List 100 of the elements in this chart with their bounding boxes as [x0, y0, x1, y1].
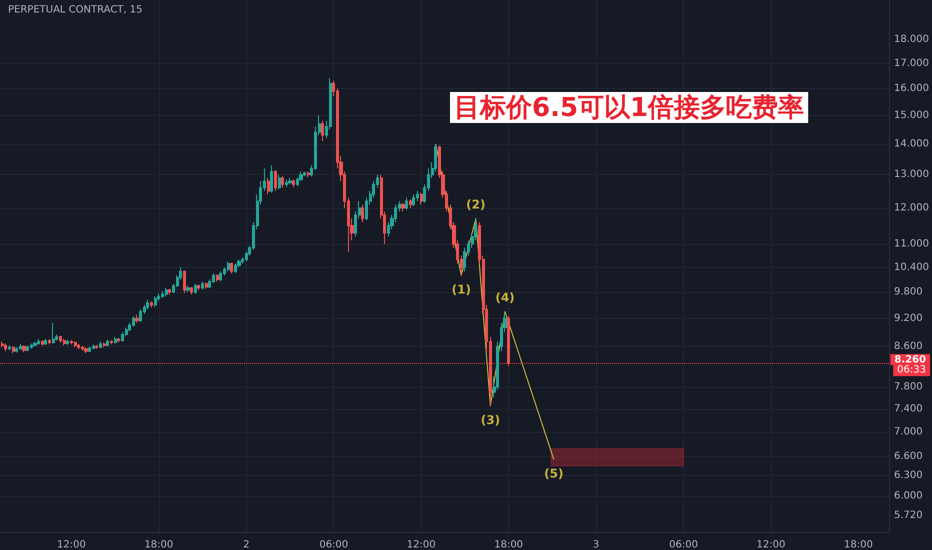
candlestick	[216, 274, 219, 282]
candlestick	[12, 346, 15, 354]
candlestick	[186, 285, 190, 293]
candlestick	[321, 120, 324, 142]
candlestick	[274, 169, 277, 192]
candlestick	[88, 346, 91, 353]
candlestick	[41, 340, 44, 346]
candlestick	[26, 344, 29, 352]
candlestick	[110, 340, 113, 345]
candlestick	[507, 316, 510, 367]
x-tick-label: 06:00	[319, 540, 348, 550]
x-tick-label: 18:00	[494, 540, 524, 550]
candlestick	[278, 174, 281, 190]
candlestick	[409, 198, 412, 208]
candlestick	[230, 262, 233, 274]
candlestick	[420, 192, 423, 206]
candlestick	[30, 342, 33, 350]
candlestick	[44, 338, 47, 346]
x-tick-label: 12:00	[756, 540, 786, 550]
candlestick	[412, 194, 415, 207]
x-tick-label: 18:00	[844, 540, 873, 550]
x-tick-label: 3	[592, 540, 600, 550]
y-tick-label: 6.300	[894, 470, 923, 482]
candlestick	[219, 270, 222, 282]
candlestick	[33, 341, 37, 347]
annotation: 目标价6.5可以1倍接多吃费率	[454, 93, 804, 123]
candlestick	[405, 197, 408, 210]
candlestick	[401, 202, 405, 212]
candlestick	[135, 314, 139, 324]
candlestick	[234, 262, 237, 274]
y-tick-label: 7.000	[894, 426, 923, 438]
y-tick-label: 16.000	[894, 83, 930, 94]
x-tick-label: 2	[243, 540, 250, 550]
candlestick	[303, 171, 306, 177]
candlestick	[19, 343, 22, 350]
candlestick	[270, 164, 273, 194]
candlestick	[132, 316, 135, 328]
candlestick	[84, 347, 88, 354]
candlestick	[66, 339, 69, 346]
x-tick-label: 06:00	[669, 540, 698, 550]
candlestick	[267, 177, 270, 195]
candlestick	[183, 270, 186, 294]
candlestick	[281, 176, 284, 188]
candlestick	[121, 332, 124, 342]
candlestick	[103, 342, 106, 348]
x-tick-label: 12:00	[57, 540, 86, 550]
candlestick	[190, 286, 193, 296]
candlestick	[81, 345, 84, 352]
y-tick-label: 17.000	[894, 58, 930, 69]
candlestick	[52, 322, 55, 344]
candlestick	[154, 296, 157, 308]
candlestick	[59, 335, 62, 343]
y-tick-label: 6.000	[894, 490, 923, 502]
candlestick	[292, 179, 295, 188]
y-tick-label: 5.720	[894, 510, 923, 522]
y-tick-label: 7.800	[894, 381, 923, 392]
candlestick	[150, 301, 153, 308]
annotation: (2)	[466, 198, 486, 212]
candlestick	[194, 283, 197, 294]
annotation: (4)	[495, 290, 515, 305]
candlestick	[70, 340, 73, 345]
candlestick	[95, 344, 98, 350]
candlestick	[139, 308, 142, 322]
y-tick-label: 9.200	[894, 312, 923, 324]
candlestick	[63, 338, 66, 346]
candlestick	[201, 281, 204, 290]
ref-line-label: 8.260	[894, 354, 926, 366]
candlestick	[146, 299, 149, 310]
annotation: (1)	[452, 282, 471, 296]
candlestick	[15, 346, 18, 354]
y-tick-label: 18.000	[894, 34, 930, 46]
candlestick	[288, 177, 292, 185]
candlestick	[77, 343, 80, 350]
annotation: (3)	[480, 412, 500, 427]
y-tick-label: 8.600	[894, 340, 923, 352]
candlestick	[4, 342, 7, 352]
candlestick	[197, 284, 200, 290]
candlestick	[307, 171, 310, 178]
y-tick-label: 15.000	[894, 110, 930, 121]
candlestick	[8, 344, 11, 351]
text: 06:33	[897, 364, 926, 376]
y-tick-label: 7.400	[894, 403, 923, 414]
y-tick-label: 13.000	[894, 169, 930, 180]
annotation: (5)	[544, 466, 564, 480]
candlestick	[299, 171, 303, 182]
candlestick	[37, 338, 40, 346]
candlestick	[48, 338, 51, 345]
chart-title: PERPETUAL CONTRACT, 15	[8, 4, 142, 16]
y-tick-label: 9.800	[894, 286, 923, 298]
candlestick	[285, 179, 288, 188]
y-tick-label: 12.000	[894, 202, 930, 214]
candlestick	[117, 337, 120, 343]
candlestick	[99, 341, 102, 349]
candlestick	[92, 344, 95, 350]
y-tick-label: 6.600	[894, 450, 923, 462]
candlestick	[74, 341, 77, 348]
x-tick-label: 18:00	[144, 540, 174, 550]
y-tick-label: 11.000	[894, 238, 930, 250]
candlestick	[165, 287, 168, 297]
candlestick	[114, 336, 117, 344]
